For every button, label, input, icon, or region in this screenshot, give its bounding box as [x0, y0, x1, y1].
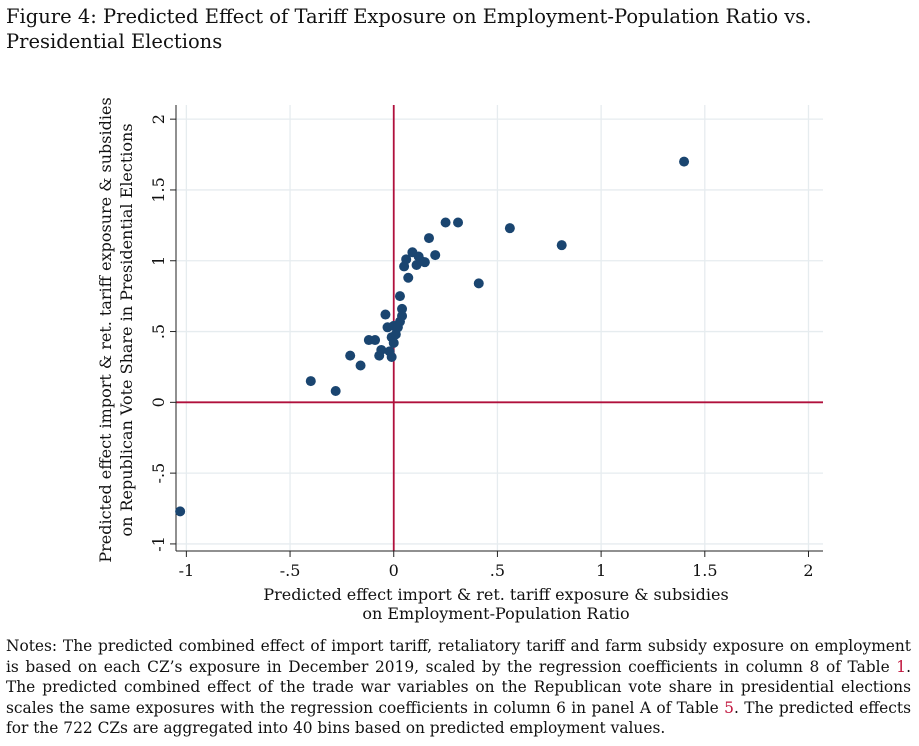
data-points — [175, 156, 690, 517]
x-tick-label: 2 — [803, 561, 813, 580]
data-point — [430, 250, 441, 261]
grid-lines — [176, 105, 823, 551]
y-tick-label: 0 — [149, 397, 168, 407]
data-point — [386, 352, 397, 363]
data-point — [473, 278, 484, 289]
data-point — [556, 240, 567, 251]
figure-title: Figure 4: Predicted Effect of Tariff Exp… — [6, 5, 812, 53]
x-tick-label: 1 — [596, 561, 606, 580]
table-1-link[interactable]: 1 — [896, 657, 907, 676]
data-point — [440, 217, 451, 228]
data-point — [305, 376, 316, 387]
data-point — [397, 303, 408, 314]
data-point — [401, 254, 412, 265]
data-point — [679, 156, 690, 167]
y-axis-title-line2: on Republican Vote Share in Presidential… — [117, 123, 136, 536]
scatter-chart: -1 -.5 0 .5 1 1.5 2 -1 -.5 0 .5 1 1.5 2 Predicted eff… — [96, 97, 823, 623]
y-tick-label: 2 — [149, 114, 168, 124]
data-point — [380, 309, 391, 320]
data-point — [370, 335, 381, 346]
x-axis-title-line2: on Employment-Population Ratio — [362, 604, 629, 623]
data-point — [330, 386, 341, 397]
x-tick-label: -1 — [179, 561, 195, 580]
y-axis-title-line1: Predicted effect import & ret. tariff ex… — [96, 97, 115, 562]
data-point — [388, 337, 399, 348]
data-point — [453, 217, 464, 228]
table-5-link[interactable]: 5 — [724, 698, 734, 717]
notes-suffix: . The predicted effects for the 722 CZs … — [6, 698, 911, 738]
data-point — [394, 291, 405, 302]
y-tick-label: -.5 — [149, 463, 168, 484]
axes: -1 -.5 0 .5 1 1.5 2 -1 -.5 0 .5 1 1.5 2 — [149, 105, 823, 580]
notes-middle: . The predicted combined effect of the t… — [6, 657, 911, 717]
axis-titles: Predicted effect import & ret. tariff ex… — [96, 97, 729, 623]
data-point — [175, 506, 186, 517]
y-tick-label: -1 — [149, 536, 168, 552]
data-point — [403, 272, 414, 283]
data-point — [419, 257, 430, 268]
y-tick-label: .5 — [149, 324, 168, 339]
x-tick-label: 0 — [389, 561, 399, 580]
x-tick-label: 1.5 — [692, 561, 717, 580]
figure-notes: Notes: The predicted combined effect of … — [6, 636, 911, 739]
y-tick-label: 1.5 — [149, 177, 168, 202]
data-point — [376, 344, 387, 355]
data-point — [504, 223, 515, 234]
x-tick-label: .5 — [490, 561, 505, 580]
x-tick-label: -.5 — [280, 561, 301, 580]
x-axis-title-line1: Predicted effect import & ret. tariff ex… — [263, 585, 728, 604]
y-tick-label: 1 — [149, 256, 168, 266]
data-point — [423, 233, 434, 244]
data-point — [345, 350, 356, 361]
data-point — [397, 310, 408, 321]
reference-lines — [176, 105, 823, 551]
data-point — [355, 360, 366, 371]
notes-prefix: Notes: The predicted combined effect of … — [6, 637, 911, 676]
